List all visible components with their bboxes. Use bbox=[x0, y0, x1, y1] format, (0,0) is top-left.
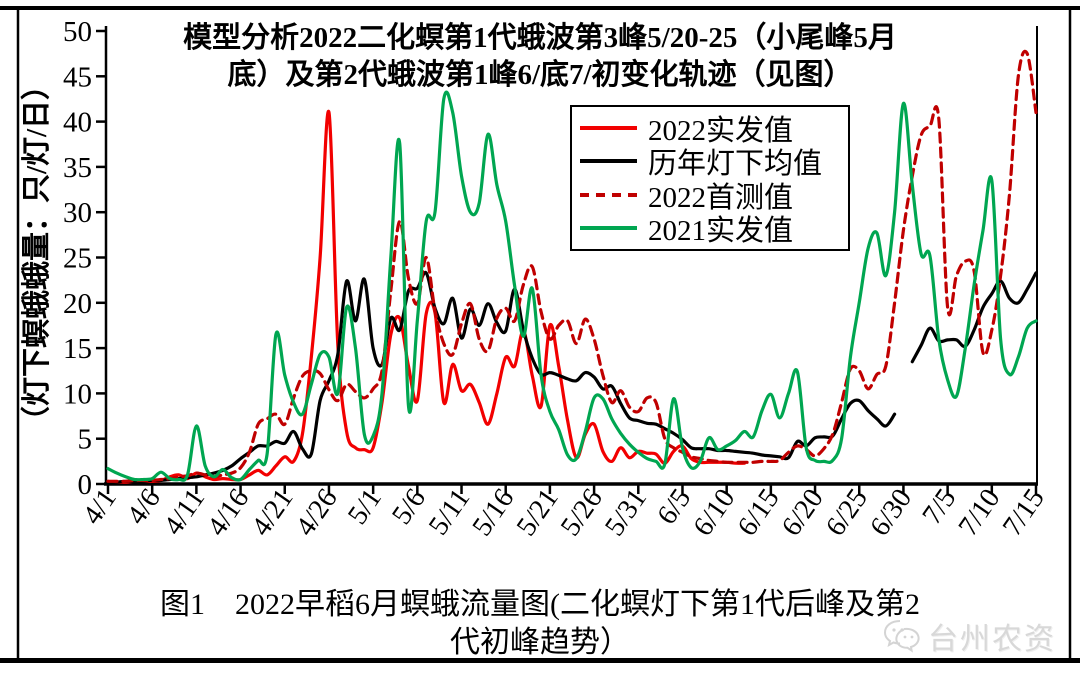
x-tick-label: 5/31 bbox=[599, 483, 653, 542]
y-tick-label: 30 bbox=[63, 197, 92, 229]
y-tick-label: 35 bbox=[63, 152, 92, 184]
legend-label: 2022首测值 bbox=[648, 181, 794, 214]
y-tick-label: 20 bbox=[63, 288, 92, 320]
legend-line-sample-red-dashed bbox=[580, 192, 637, 197]
y-tick-label: 10 bbox=[63, 378, 92, 410]
x-tick-label: 7/15 bbox=[997, 483, 1051, 542]
y-tick-label: 15 bbox=[63, 333, 92, 365]
x-tick-label: 4/26 bbox=[290, 483, 344, 542]
legend-box: 2022实发值 历年灯下均值 2022首测值 2021实发值 bbox=[570, 105, 850, 251]
legend-line-sample-green-solid bbox=[580, 226, 637, 231]
y-tick-label: 45 bbox=[63, 61, 92, 93]
x-tick-label: 4/11 bbox=[158, 483, 211, 541]
legend-line-sample-black-solid bbox=[580, 159, 637, 164]
legend-label: 2022实发值 bbox=[648, 114, 794, 147]
x-tick-label: 4/21 bbox=[246, 483, 300, 542]
y-tick-label: 0 bbox=[78, 469, 93, 501]
x-tick-label: 5/21 bbox=[511, 483, 565, 542]
page-top-rule bbox=[0, 6, 1080, 10]
x-tick-label: 7/10 bbox=[953, 483, 1007, 542]
x-tick-label: 4/16 bbox=[201, 483, 255, 542]
y-tick-label: 40 bbox=[63, 107, 92, 139]
x-tick-label: 6/10 bbox=[687, 483, 741, 542]
y-tick-label: 50 bbox=[63, 16, 92, 48]
figure-caption-line2: 代初峰趋势） bbox=[450, 626, 630, 659]
x-tick-label: 6/25 bbox=[820, 483, 874, 542]
y-axis-title: （灯下螟蛾蛾量：只/灯/日） bbox=[21, 70, 53, 436]
y-tick-label: 25 bbox=[63, 243, 92, 275]
y-tick-label: 5 bbox=[78, 424, 93, 456]
page-bottom-rule bbox=[0, 658, 1080, 663]
legend-entry: 历年灯下均值 bbox=[572, 145, 848, 180]
x-tick-label: 5/26 bbox=[555, 483, 609, 542]
figure-caption: 图1 2022早稻6月螟蛾流量图(二化螟灯下第1代后峰及第2 代初峰趋势） bbox=[60, 586, 1020, 662]
chart-title-line1: 模型分析2022二化螟第1代蛾波第3峰5/20-25（小尾峰5月 bbox=[183, 22, 897, 54]
x-tick-label: 5/16 bbox=[466, 483, 520, 542]
chart-title-line2: 底）及第2代蛾波第1峰6/底7/初变化轨迹（见图） bbox=[227, 59, 853, 91]
wechat-icon bbox=[883, 620, 920, 653]
x-tick-label: 6/15 bbox=[732, 483, 786, 542]
series-line-3 bbox=[106, 90, 1038, 482]
chart-title: 模型分析2022二化螟第1代蛾波第3峰5/20-25（小尾峰5月 底）及第2代蛾… bbox=[80, 20, 1000, 94]
x-tick-label: 5/1 bbox=[342, 483, 388, 530]
legend-label: 历年灯下均值 bbox=[648, 148, 823, 181]
watermark: 台州农资 bbox=[882, 614, 1056, 658]
x-tick-label: 6/30 bbox=[864, 483, 918, 542]
series-line-1 bbox=[910, 271, 1038, 364]
legend-entry: 2022实发值 bbox=[572, 111, 848, 147]
series-line-2 bbox=[106, 49, 1038, 483]
series-line-1 bbox=[106, 270, 897, 484]
series-line-0 bbox=[106, 109, 746, 484]
legend-line-sample-red-solid bbox=[580, 125, 637, 130]
legend-entry: 2022首测值 bbox=[572, 178, 848, 214]
watermark-text: 台州农资 bbox=[928, 623, 1056, 656]
x-tick-label: 6/20 bbox=[776, 483, 830, 542]
figure-caption-line1: 图1 2022早稻6月螟蛾流量图(二化螟灯下第1代后峰及第2 bbox=[160, 588, 920, 621]
legend-entry: 2021实发值 bbox=[572, 212, 848, 247]
legend-label: 2021实发值 bbox=[648, 215, 794, 248]
x-tick-label: 5/11 bbox=[423, 483, 476, 541]
